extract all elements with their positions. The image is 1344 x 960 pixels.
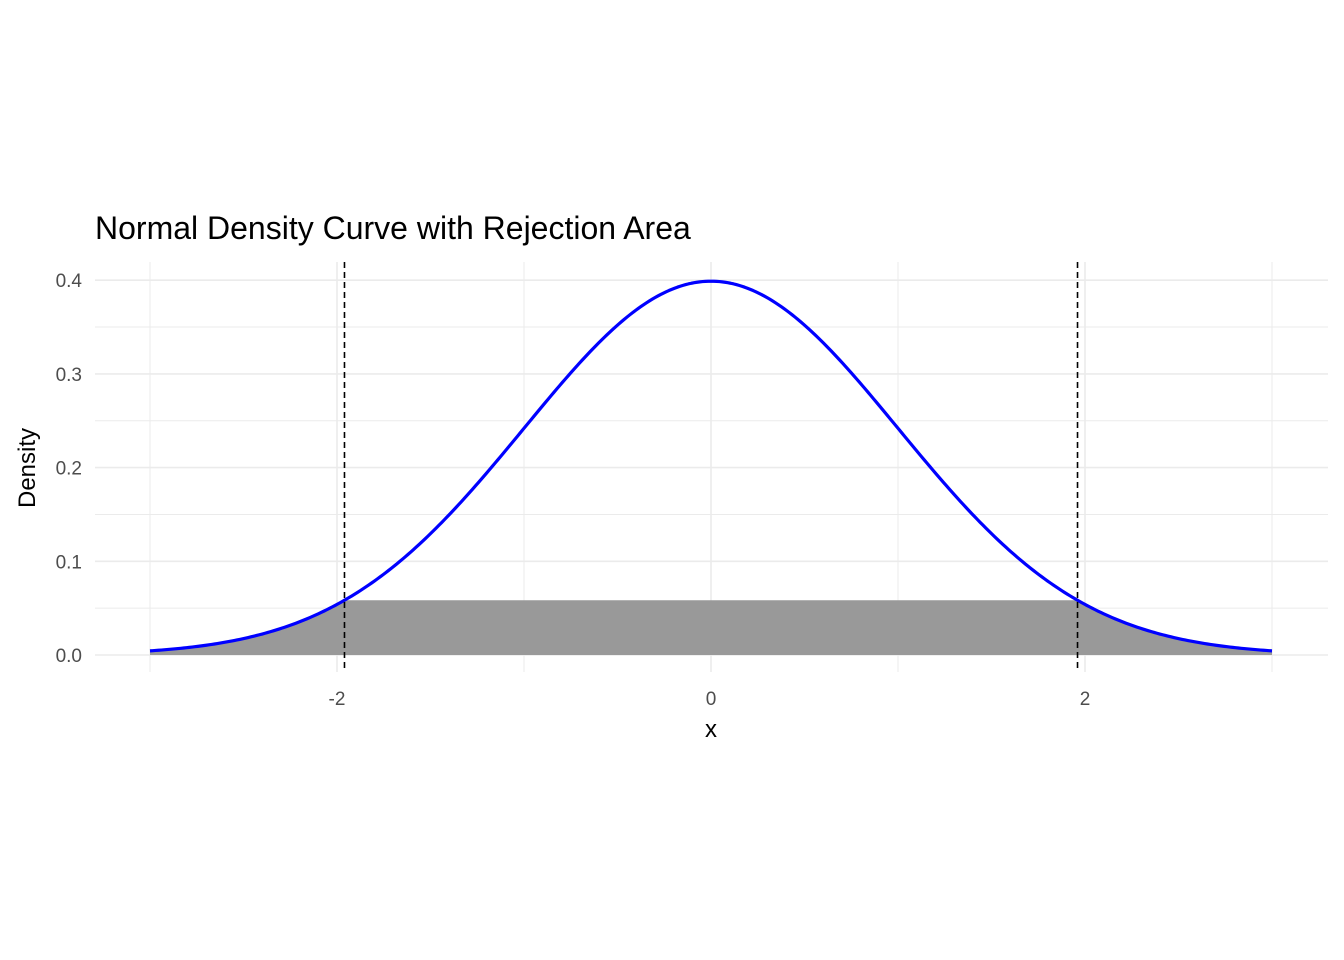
x-tick-label: -2 (329, 689, 346, 710)
density-curve (149, 279, 1273, 653)
x-axis-label: x (705, 716, 717, 743)
y-axis-label: Density (14, 427, 41, 509)
y-tick-label: 0.1 (56, 552, 82, 573)
x-tick-label: 2 (1080, 689, 1091, 710)
y-tick-label: 0.3 (56, 365, 82, 386)
rejection-area (150, 600, 1272, 655)
chart-title: Normal Density Curve with Rejection Area (95, 210, 691, 246)
y-tick-label: 0.4 (56, 271, 83, 292)
y-tick-label: 0.0 (56, 646, 82, 667)
x-tick-label: 0 (706, 689, 717, 710)
y-tick-label: 0.2 (56, 459, 82, 480)
